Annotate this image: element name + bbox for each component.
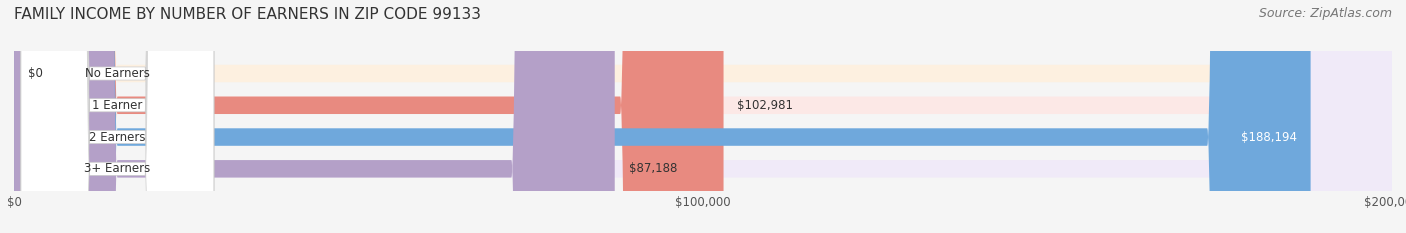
Text: No Earners: No Earners (84, 67, 150, 80)
Text: $0: $0 (28, 67, 42, 80)
Text: 3+ Earners: 3+ Earners (84, 162, 150, 175)
FancyBboxPatch shape (14, 0, 1310, 233)
FancyBboxPatch shape (21, 0, 214, 233)
FancyBboxPatch shape (14, 0, 724, 233)
Text: Source: ZipAtlas.com: Source: ZipAtlas.com (1258, 7, 1392, 20)
FancyBboxPatch shape (14, 0, 1392, 233)
FancyBboxPatch shape (14, 0, 1392, 233)
FancyBboxPatch shape (14, 0, 1392, 233)
Text: $188,194: $188,194 (1241, 130, 1296, 144)
Text: 1 Earner: 1 Earner (93, 99, 142, 112)
Text: 2 Earners: 2 Earners (89, 130, 146, 144)
FancyBboxPatch shape (21, 0, 214, 233)
FancyBboxPatch shape (21, 0, 214, 233)
FancyBboxPatch shape (21, 0, 214, 233)
Text: $102,981: $102,981 (737, 99, 793, 112)
FancyBboxPatch shape (14, 0, 614, 233)
FancyBboxPatch shape (14, 0, 1392, 233)
Text: $87,188: $87,188 (628, 162, 676, 175)
Text: FAMILY INCOME BY NUMBER OF EARNERS IN ZIP CODE 99133: FAMILY INCOME BY NUMBER OF EARNERS IN ZI… (14, 7, 481, 22)
